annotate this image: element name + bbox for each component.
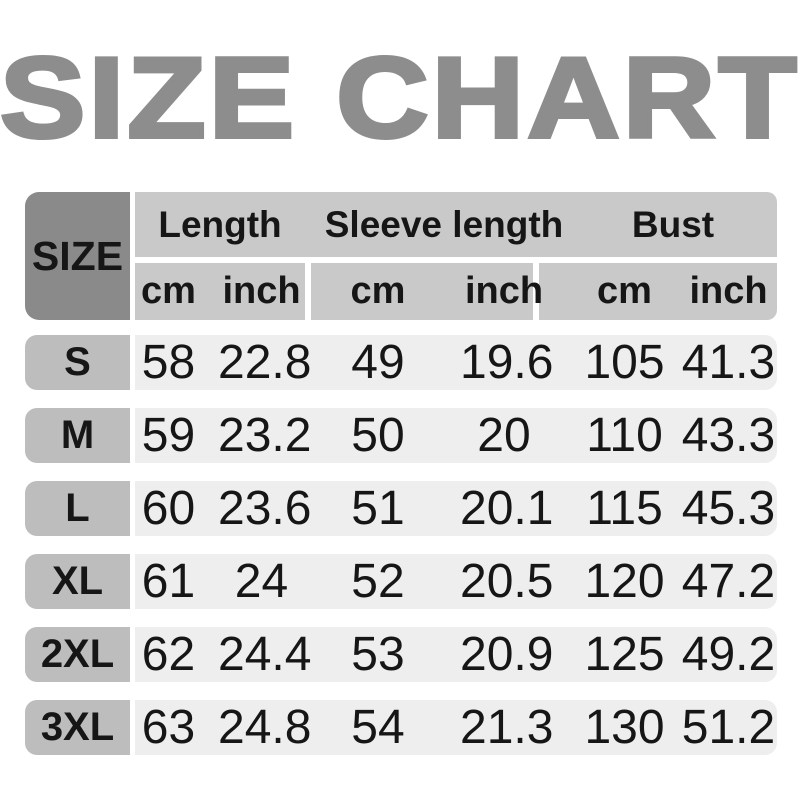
unit-cell-sleeve-length: cm inch: [311, 263, 543, 320]
group-label-bust: Bust: [631, 203, 715, 245]
value-length-inch: 23.6: [218, 482, 312, 535]
page-title: SIZE CHART: [0, 35, 800, 162]
size-table: SIZE Length Sleeve length Bust cm: [25, 192, 777, 755]
value-sleeve-cm: 54: [351, 701, 405, 754]
value-bust-inch: 49.2: [681, 628, 776, 681]
row-size-cell: L: [25, 481, 130, 536]
row-values: 62 24.4 53 20.9 125 49.2: [135, 627, 777, 682]
table-row: L 60 23.6 51 20.1 115 45.3: [25, 481, 777, 536]
row-values: 58 22.8 49 19.6 105 41.3: [135, 335, 777, 390]
unit-cell-length: cm inch: [135, 263, 305, 320]
table-row: M 59 23.2 50 20 110 43.3: [25, 408, 777, 463]
value-sleeve-cm: 52: [351, 555, 405, 608]
table-row: S 58 22.8 49 19.6 105 41.3: [25, 335, 777, 390]
value-sleeve-inch: 19.6: [460, 336, 554, 389]
row-values: 63 24.8 54 21.3 130 51.2: [135, 700, 777, 755]
row-values: 60 23.6 51 20.1 115 45.3: [135, 481, 777, 536]
row-size-cell: M: [25, 408, 130, 463]
size-label: 3XL: [40, 705, 115, 749]
unit-header-row: cm inch cm inch cm inch: [135, 263, 777, 320]
value-length-cm: 62: [141, 628, 196, 681]
value-sleeve-inch: 20.1: [460, 482, 554, 535]
value-length-cm: 63: [141, 701, 196, 754]
unit-label-sleeve-inch: inch: [464, 270, 544, 312]
unit-label-length-inch: inch: [222, 270, 301, 312]
value-length-inch: 23.2: [218, 409, 312, 462]
value-length-cm: 58: [141, 336, 196, 389]
table-row: XL 61 24 52 20.5 120 47.2: [25, 554, 777, 609]
row-values: 61 24 52 20.5 120 47.2: [135, 554, 777, 609]
group-header-sleeve-length: Sleeve length: [311, 204, 564, 246]
value-sleeve-cm: 50: [351, 409, 405, 462]
size-label: S: [64, 340, 91, 384]
table-row: 2XL 62 24.4 53 20.9 125 49.2: [25, 627, 777, 682]
value-sleeve-inch: 21.3: [460, 701, 554, 754]
size-label: 2XL: [40, 632, 115, 676]
unit-cell-bust: cm inch: [539, 263, 777, 320]
table-header: SIZE Length Sleeve length Bust cm: [25, 192, 777, 320]
value-sleeve-cm: 51: [351, 482, 405, 535]
value-bust-cm: 110: [586, 409, 663, 462]
size-label: L: [65, 486, 90, 530]
unit-label-bust-cm: cm: [597, 270, 652, 312]
row-values: 59 23.2 50 20 110 43.3: [135, 408, 777, 463]
unit-label-sleeve-cm: cm: [350, 270, 406, 312]
value-bust-inch: 45.3: [681, 482, 776, 535]
value-bust-cm: 115: [586, 482, 663, 535]
value-length-cm: 61: [141, 555, 196, 608]
value-bust-inch: 41.3: [681, 336, 776, 389]
value-length-inch: 24.4: [218, 628, 312, 681]
value-sleeve-inch: 20.9: [460, 628, 554, 681]
value-length-cm: 59: [141, 409, 196, 462]
group-header-length: Length: [135, 204, 305, 246]
header-columns: Length Sleeve length Bust cm inch: [135, 192, 777, 320]
row-size-cell: 2XL: [25, 627, 130, 682]
row-size-cell: 3XL: [25, 700, 130, 755]
value-bust-cm: 125: [584, 628, 665, 681]
value-sleeve-inch: 20: [477, 409, 531, 462]
value-bust-cm: 105: [584, 336, 665, 389]
value-length-inch: 24.8: [218, 701, 312, 754]
value-bust-inch: 47.2: [681, 555, 776, 608]
value-length-cm: 60: [141, 482, 196, 535]
row-size-cell: S: [25, 335, 130, 390]
group-label-length: Length: [158, 203, 282, 245]
unit-label-bust-inch: inch: [689, 270, 768, 312]
value-bust-cm: 130: [584, 701, 665, 754]
table-body: S 58 22.8 49 19.6 105 41.3 M 59 23.2 50 …: [25, 335, 777, 755]
group-header-bust: Bust: [539, 204, 777, 246]
size-label: XL: [51, 559, 104, 603]
value-bust-cm: 120: [584, 555, 665, 608]
value-length-inch: 22.8: [218, 336, 312, 389]
size-label: M: [60, 413, 95, 457]
size-header-label: SIZE: [31, 232, 124, 279]
group-header-row: Length Sleeve length Bust: [135, 192, 777, 257]
value-bust-inch: 51.2: [681, 701, 776, 754]
row-size-cell: XL: [25, 554, 130, 609]
value-sleeve-inch: 20.5: [460, 555, 554, 608]
value-bust-inch: 43.3: [681, 409, 776, 462]
table-row: 3XL 63 24.8 54 21.3 130 51.2: [25, 700, 777, 755]
value-length-inch: 24: [234, 555, 289, 608]
value-sleeve-cm: 53: [351, 628, 405, 681]
size-header-cell: SIZE: [25, 192, 130, 320]
group-label-sleeve-length: Sleeve length: [324, 203, 564, 245]
value-sleeve-cm: 49: [351, 336, 405, 389]
unit-label-length-cm: cm: [141, 270, 196, 312]
